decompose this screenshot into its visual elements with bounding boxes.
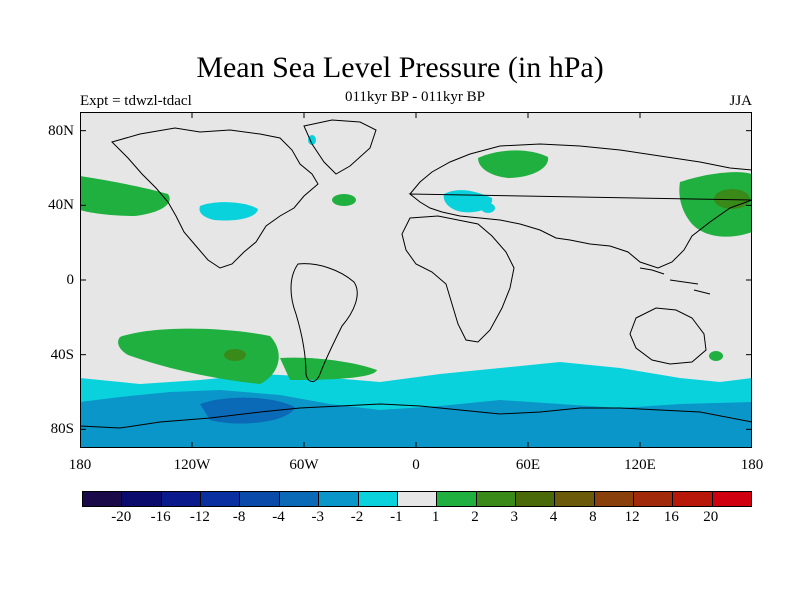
anomaly-south-atlantic <box>280 357 377 380</box>
colorbar-box <box>279 492 320 506</box>
colorbar-label: 3 <box>510 509 518 525</box>
subtitle: 011kyr BP - 011kyr BP <box>344 89 485 105</box>
colorbar-label: 16 <box>663 509 679 525</box>
coastline-greenland <box>303 119 377 175</box>
anomaly-north-atlantic <box>332 194 356 206</box>
colorbar-label: -20 <box>111 509 132 525</box>
anomaly-south-pacific-core <box>224 349 246 361</box>
colorbar-box <box>397 492 438 506</box>
colorbar-box <box>476 492 516 506</box>
map-border <box>80 112 752 448</box>
page-title: Mean Sea Level Pressure (in hPa) <box>196 51 604 84</box>
colorbar-label: -12 <box>189 509 210 525</box>
lon-label: 120E <box>624 457 656 473</box>
anomaly-nw-pacific <box>679 172 752 237</box>
anomaly-great-lakes <box>199 202 258 221</box>
colorbar-box <box>358 492 398 506</box>
colorbar-box <box>319 492 359 506</box>
map-panel <box>80 112 752 448</box>
map-svg <box>80 112 752 448</box>
lon-label: 120W <box>173 457 211 473</box>
colorbar-box <box>634 492 674 506</box>
colorbar-label: 2 <box>471 509 479 525</box>
colorbar-label: 4 <box>549 509 558 525</box>
lon-label: 0 <box>412 457 420 473</box>
coastline-australia <box>629 307 707 365</box>
colorbar-label: -4 <box>272 509 285 525</box>
colorbar-box <box>673 492 713 506</box>
colorbar-label: 20 <box>703 509 719 525</box>
colorbar-box <box>712 492 752 506</box>
anomaly-north-pacific-west <box>80 176 170 216</box>
coastline-indonesia <box>639 267 711 295</box>
colorbar-label: -16 <box>150 509 171 525</box>
lat-label: 40N <box>48 197 74 214</box>
colorbar-label: -8 <box>232 509 246 525</box>
lat-label: 40S <box>50 346 74 363</box>
lon-label: 180 <box>68 457 92 473</box>
anomaly-baffin-bay <box>308 135 316 145</box>
colorbar-label: -1 <box>390 509 403 525</box>
coastline-antarctica <box>80 403 752 429</box>
lon-label: 180 <box>740 457 764 473</box>
season-label: JJA <box>729 93 752 109</box>
anomaly-black-sea-east <box>481 203 495 213</box>
colorbar-box <box>161 492 202 506</box>
coastline-south-america <box>290 263 358 382</box>
colorbar-label: -3 <box>311 509 325 525</box>
lon-label: 60W <box>289 457 319 473</box>
colorbar-label: 12 <box>624 509 640 525</box>
colorbar-box <box>240 492 280 506</box>
anomaly-fields <box>80 135 752 448</box>
lat-label: 0 <box>66 272 75 288</box>
colorbar-box <box>83 492 123 506</box>
colorbar-box <box>594 492 635 506</box>
experiment-label: Expt = tdwzl-tdacl <box>80 93 192 109</box>
anomaly-ross-sea <box>200 397 295 424</box>
coastlines <box>80 119 752 429</box>
colorbar-label: 1 <box>431 509 440 525</box>
anomaly-australia-east <box>709 351 723 361</box>
coastline-eurasia <box>408 143 752 269</box>
colorbar <box>82 491 752 507</box>
colorbar-label: 8 <box>589 509 597 525</box>
colorbar-box <box>437 492 477 506</box>
colorbar-box <box>555 492 595 506</box>
colorbar-box <box>122 492 162 506</box>
colorbar-label: -2 <box>350 509 364 525</box>
anomaly-south-pacific <box>118 328 279 384</box>
coastline-africa <box>401 215 515 343</box>
lat-label: 80N <box>48 122 74 139</box>
colorbar-box <box>201 492 241 506</box>
coastline-north-america <box>111 127 319 269</box>
anomaly-northern-russia <box>478 150 549 178</box>
lon-label: 60E <box>515 457 541 473</box>
lat-label: 80S <box>50 421 74 438</box>
colorbar-box <box>515 492 556 506</box>
